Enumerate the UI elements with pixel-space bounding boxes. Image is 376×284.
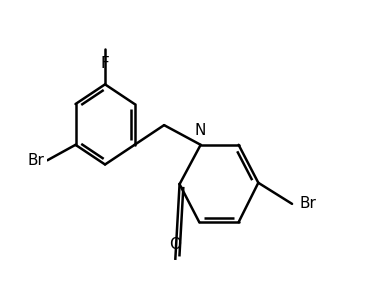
Text: Br: Br <box>299 196 316 211</box>
Text: O: O <box>169 237 181 252</box>
Text: Br: Br <box>28 153 45 168</box>
Text: F: F <box>101 56 109 71</box>
Text: N: N <box>195 123 206 138</box>
